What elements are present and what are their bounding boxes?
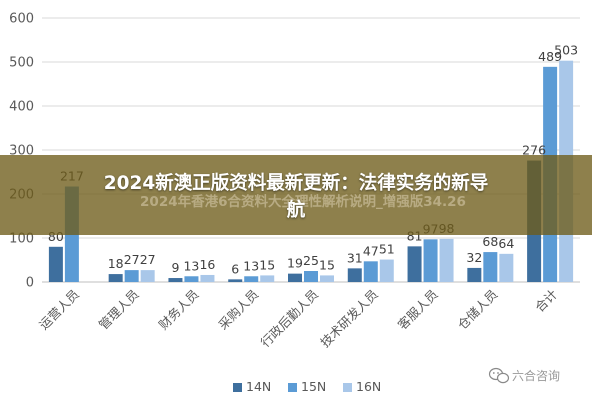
bar-15N-4 (304, 271, 318, 282)
legend-swatch-16N (343, 383, 352, 392)
bar-15N-7 (483, 252, 498, 282)
y-axis: 0100200300400500600 (9, 12, 34, 291)
data-label: 51 (379, 242, 395, 257)
bar-15N-1 (124, 270, 139, 282)
legend-swatch-15N (288, 383, 297, 392)
bar-14N-3 (228, 279, 243, 282)
x-tick-label: 客服人员 (395, 287, 441, 333)
y-tick-label: 400 (9, 100, 34, 115)
bar-16N-7 (499, 253, 514, 282)
legend: 14N 15N 16N (233, 379, 381, 394)
bar-15N-6 (423, 239, 438, 282)
bar-16N-3 (260, 275, 275, 282)
bar-16N-5 (379, 259, 394, 282)
legend-label-15N: 15N (301, 379, 326, 394)
data-label: 9 (171, 260, 179, 275)
bar-14N-6 (407, 246, 422, 282)
data-label: 19 (287, 256, 303, 271)
data-label: 27 (140, 252, 156, 267)
x-tick-label: 运营人员 (36, 287, 82, 333)
legend-label-16N: 16N (356, 379, 381, 394)
article-title-line-2: 航 (286, 200, 306, 221)
bar-16N-4 (320, 275, 334, 282)
y-tick-label: 600 (9, 12, 34, 27)
x-tick-label: 管理人员 (96, 287, 142, 333)
bar-15N-2 (184, 276, 199, 282)
data-label: 13 (183, 258, 199, 273)
x-tick-label: 合计 (532, 287, 560, 315)
data-label: 68 (482, 234, 498, 249)
x-tick-label: 仓储人员 (454, 287, 500, 333)
ghost-subtitle: 2024年香港6合资料大全理性解析说明_增强版34.26 (140, 194, 466, 210)
y-tick-label: 300 (9, 144, 34, 159)
data-label: 31 (347, 250, 363, 265)
x-tick-label: 采购人员 (215, 287, 261, 333)
x-tick-label: 行政后勤人员 (257, 287, 321, 351)
data-label: 489 (538, 49, 562, 64)
bar-14N-2 (168, 278, 183, 282)
bar-14N-4 (288, 273, 302, 282)
watermark: 六合咨询 (488, 367, 560, 384)
data-label: 27 (124, 252, 140, 267)
legend-swatch-14N (233, 383, 242, 392)
x-tick-label: 财务人员 (156, 287, 202, 333)
data-label: 503 (554, 43, 578, 58)
title-banner (0, 155, 592, 235)
bar-16N-1 (140, 270, 155, 282)
data-label: 18 (108, 256, 124, 271)
data-label: 276 (522, 143, 546, 158)
bar-15N-3 (244, 276, 259, 282)
bar-14N-7 (467, 267, 482, 282)
data-label: 13 (243, 258, 259, 273)
y-tick-label: 0 (26, 276, 34, 291)
bar-16N-6 (439, 238, 454, 282)
wechat-icon (488, 367, 510, 384)
bar-14N-1 (108, 274, 123, 282)
bar-14N-0 (48, 246, 63, 282)
data-label: 47 (363, 243, 379, 258)
bar-16N-2 (200, 274, 215, 282)
data-label: 15 (319, 257, 335, 272)
y-tick-label: 500 (9, 56, 34, 71)
watermark-text: 六合咨询 (512, 368, 560, 383)
x-tick-label: 技术研发人员 (317, 287, 381, 351)
data-label: 25 (303, 253, 319, 268)
article-title: 2024新澳正版资料最新更新：法律实务的新导 航 (0, 170, 592, 224)
data-label: 16 (199, 257, 215, 272)
data-label: 6 (231, 261, 239, 276)
bar-15N-5 (363, 261, 378, 282)
data-label: 32 (466, 250, 482, 265)
data-label: 64 (498, 236, 514, 251)
legend-label-14N: 14N (246, 379, 271, 394)
bar-14N-5 (347, 268, 362, 282)
article-title-line-1: 2024新澳正版资料最新更新：法律实务的新导 (103, 173, 489, 194)
data-label: 15 (259, 257, 275, 272)
y-tick-label: 100 (9, 232, 34, 247)
